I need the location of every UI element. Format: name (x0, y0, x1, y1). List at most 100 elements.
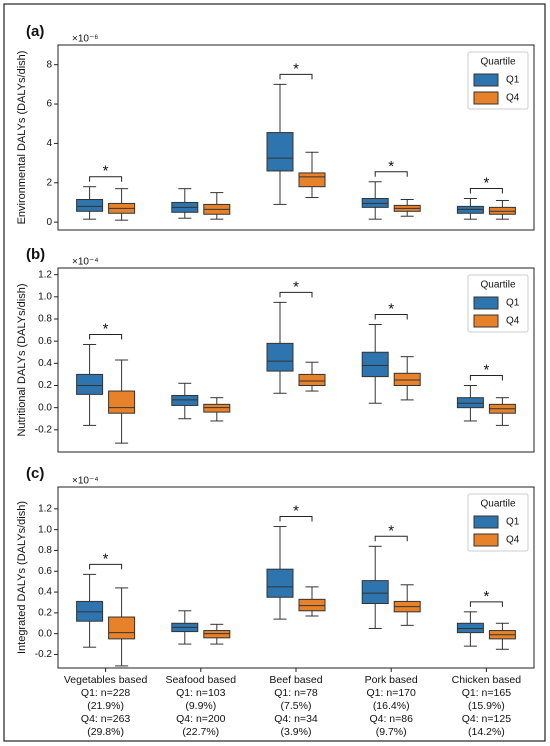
box-body (361, 580, 389, 605)
legend-swatch (473, 515, 499, 529)
significance-bracket (374, 171, 408, 177)
significance-label: * (483, 174, 489, 191)
box-body (456, 397, 484, 409)
box-body (203, 630, 231, 639)
legend-swatch (473, 314, 499, 328)
x-tick-label-line: (22.7%) (182, 726, 219, 738)
axis-multiplier: ×10⁻⁴ (72, 257, 99, 268)
box-body (76, 373, 104, 395)
x-tick-label-line: (29.8%) (87, 726, 124, 738)
legend-label: Q4 (506, 316, 520, 327)
axis-multiplier: ×10⁻⁶ (72, 34, 98, 45)
legend-label: Q1 (506, 517, 520, 528)
x-tick-label-line: Pork based (365, 674, 418, 686)
x-tick-label-line: Q1: n=103 (176, 687, 225, 699)
box (76, 343, 104, 426)
legend-label: Q4 (506, 535, 520, 546)
box (393, 584, 421, 626)
x-tick-label-line: Q4: n=86 (369, 713, 413, 725)
box-body (266, 568, 294, 598)
x-tick-label: Chicken based Q1: n=165 (15.9%) Q4: n=125 (1… (452, 674, 522, 738)
legend-swatch (473, 533, 499, 547)
box (108, 359, 136, 444)
legend-swatch (473, 91, 499, 105)
box-body (108, 616, 136, 640)
box (266, 83, 294, 205)
box-body (203, 403, 231, 413)
x-tick-label-line: (16.4%) (373, 700, 410, 712)
x-tick-label-line: (21.9%) (87, 700, 124, 712)
y-tick-label: 1.2 (38, 503, 52, 514)
y-tick-label: 0.6 (38, 336, 52, 347)
box-body (76, 198, 104, 212)
significance-label: * (103, 550, 109, 567)
axes (57, 486, 535, 669)
legend-label: Q1 (506, 75, 520, 86)
box-body (298, 373, 326, 386)
box (298, 361, 326, 392)
significance-label: * (388, 300, 394, 317)
y-tick-label: 0.4 (38, 358, 52, 369)
legend-title: Quartile (480, 499, 515, 510)
significance-label: * (483, 588, 489, 605)
x-tick-label: Seafood based Q1: n=103 (9.9%) Q4: n=200 (22… (165, 674, 236, 738)
axes (57, 267, 535, 453)
box-body (456, 622, 484, 634)
box (171, 610, 199, 645)
y-axis-label: Integrated DALYs (DALYs/dish) (16, 501, 28, 654)
box-body (171, 394, 199, 406)
box-body (361, 351, 389, 378)
significance-bracket (89, 176, 123, 182)
y-tick-label: 0.2 (38, 608, 52, 619)
legend-title: Quartile (480, 57, 515, 68)
legend-swatch (473, 73, 499, 87)
box (361, 181, 389, 220)
box (108, 587, 136, 667)
box-body (108, 390, 136, 414)
box (456, 384, 484, 422)
y-tick-label: 0.6 (38, 566, 52, 577)
legend-title: Quartile (480, 280, 515, 291)
box (266, 526, 294, 620)
x-tick-label-line: Q1: n=170 (367, 687, 416, 699)
y-tick-label: 0.4 (38, 587, 52, 598)
box (393, 356, 421, 401)
frame (3, 3, 546, 742)
significance-label: * (388, 158, 394, 175)
x-tick-label-line: Q1: n=165 (462, 687, 511, 699)
y-tick-label: 0 (46, 217, 52, 228)
significance-label: * (293, 502, 299, 519)
box (393, 198, 421, 217)
panel-label: (b) (26, 246, 45, 263)
box-body (76, 600, 104, 622)
legend-swatch (473, 296, 499, 310)
x-tick-label: Vegetables based Q1: n=228 (21.9%) Q4: n=26… (64, 674, 148, 738)
significance-bracket (374, 314, 408, 320)
box (361, 324, 389, 404)
x-tick-label-line: Q4: n=263 (81, 713, 130, 725)
significance-label: * (103, 320, 109, 337)
box (171, 188, 199, 219)
box (76, 573, 104, 648)
significance-bracket (89, 333, 123, 340)
y-tick-label: 4 (46, 138, 52, 149)
y-tick-label: 8 (46, 59, 52, 70)
box (488, 397, 516, 426)
y-tick-label: 0.2 (38, 380, 52, 391)
legend-label: Q4 (506, 93, 520, 104)
y-axis-label: Environmental DALYs (DALYs/dish) (16, 51, 28, 225)
x-tick-label-line: (15.9%) (468, 700, 505, 712)
box-body (298, 172, 326, 188)
x-tick-label-line: (9.9%) (185, 700, 216, 712)
x-tick-label: Pork based Q1: n=170 (16.4%) Q4: n=86 (9.7%) (365, 674, 418, 738)
x-tick-label-line: (14.2%) (468, 726, 505, 738)
panel-label: (c) (26, 465, 44, 482)
x-tick-label-line: Beef based (269, 674, 322, 686)
x-tick-label-line: (3.9%) (281, 726, 312, 738)
y-tick-label: 0.8 (38, 314, 52, 325)
box (76, 186, 104, 220)
axis-multiplier: ×10⁻⁴ (72, 476, 99, 487)
box (203, 192, 231, 220)
x-tick-label-line: Q1: n=78 (274, 687, 318, 699)
